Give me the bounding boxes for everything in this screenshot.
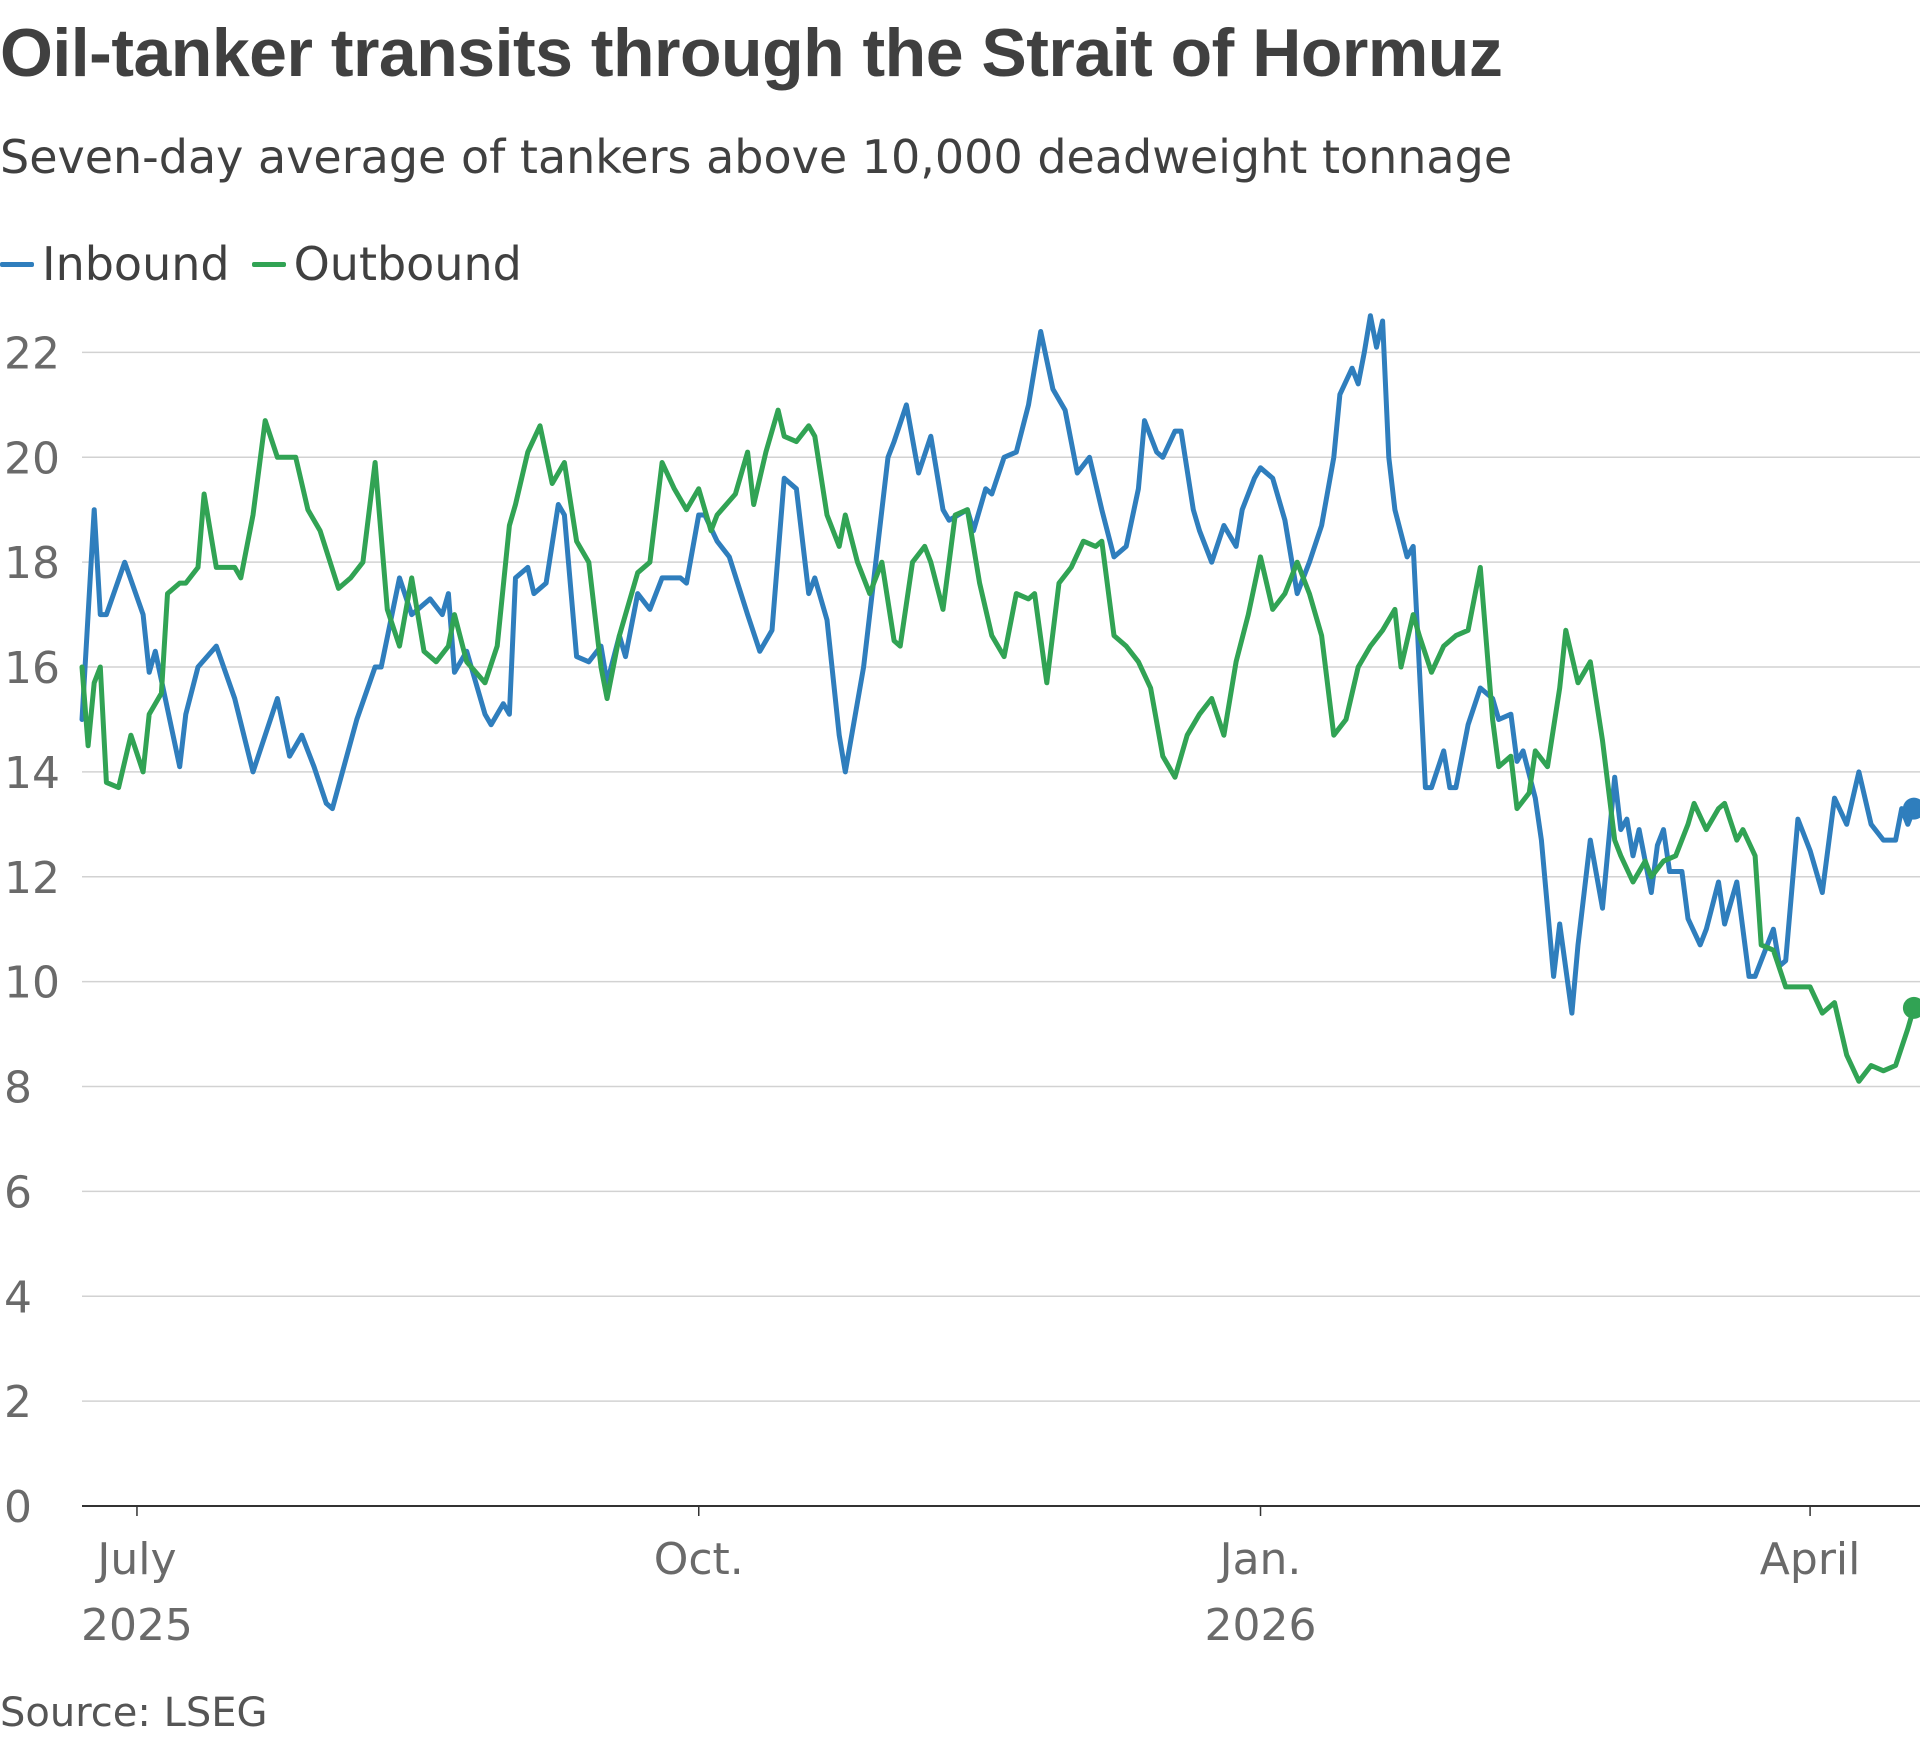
line-chart: 0 2 4 6 8 10 12 14 16 18 20 22 July 2025 Oct. Jan. 2026… <box>4 313 1920 1651</box>
y-tick-label-12: 12 <box>4 853 60 904</box>
x-tick-label-0: July <box>94 1534 176 1585</box>
x-tick-label-2: Jan. <box>1217 1534 1302 1585</box>
y-tick-label-16: 16 <box>4 643 60 694</box>
x-tick-sublabel-2: 2026 <box>1205 1600 1317 1651</box>
y-tick-label-22: 22 <box>4 328 60 379</box>
legend-swatch-inbound <box>0 261 34 267</box>
x-tick-sublabel-0: 2025 <box>81 1600 193 1651</box>
legend-label-outbound: Outbound <box>293 237 522 291</box>
legend-swatch-outbound <box>251 261 286 267</box>
y-axis-tick-labels: 0 2 4 6 8 10 12 14 16 18 20 22 <box>4 328 60 1533</box>
legend: Inbound Outbound <box>0 236 544 292</box>
legend-item-outbound: Outbound <box>251 237 522 291</box>
y-tick-label-10: 10 <box>4 958 60 1009</box>
series-line-outbound <box>79 407 1917 1084</box>
grid-lines <box>82 351 1920 1507</box>
series-end-marker-inbound <box>1902 797 1920 820</box>
source-note: Source: LSEG <box>0 1690 268 1736</box>
y-tick-label-18: 18 <box>4 538 60 589</box>
series-lines <box>79 313 1920 1084</box>
chart-subtitle: Seven-day average of tankers above 10,00… <box>0 130 1513 184</box>
x-axis-tick-labels: July 2025 Oct. Jan. 2026 April <box>81 1506 1860 1651</box>
x-tick-label-1: Oct. <box>654 1534 744 1585</box>
y-tick-label-0: 0 <box>4 1482 32 1533</box>
y-tick-label-2: 2 <box>4 1377 32 1428</box>
series-end-marker-outbound <box>1902 996 1920 1019</box>
series-line-inbound <box>79 313 1917 1016</box>
y-tick-label-20: 20 <box>4 433 60 484</box>
y-tick-label-4: 4 <box>4 1272 32 1323</box>
y-tick-label-6: 6 <box>4 1167 32 1218</box>
legend-label-inbound: Inbound <box>42 237 230 291</box>
y-tick-label-14: 14 <box>4 748 60 799</box>
chart-title: Oil-tanker transits through the Strait o… <box>0 15 1503 91</box>
x-tick-label-3: April <box>1760 1534 1861 1585</box>
legend-item-inbound: Inbound <box>0 237 230 291</box>
y-tick-label-8: 8 <box>4 1063 32 1114</box>
